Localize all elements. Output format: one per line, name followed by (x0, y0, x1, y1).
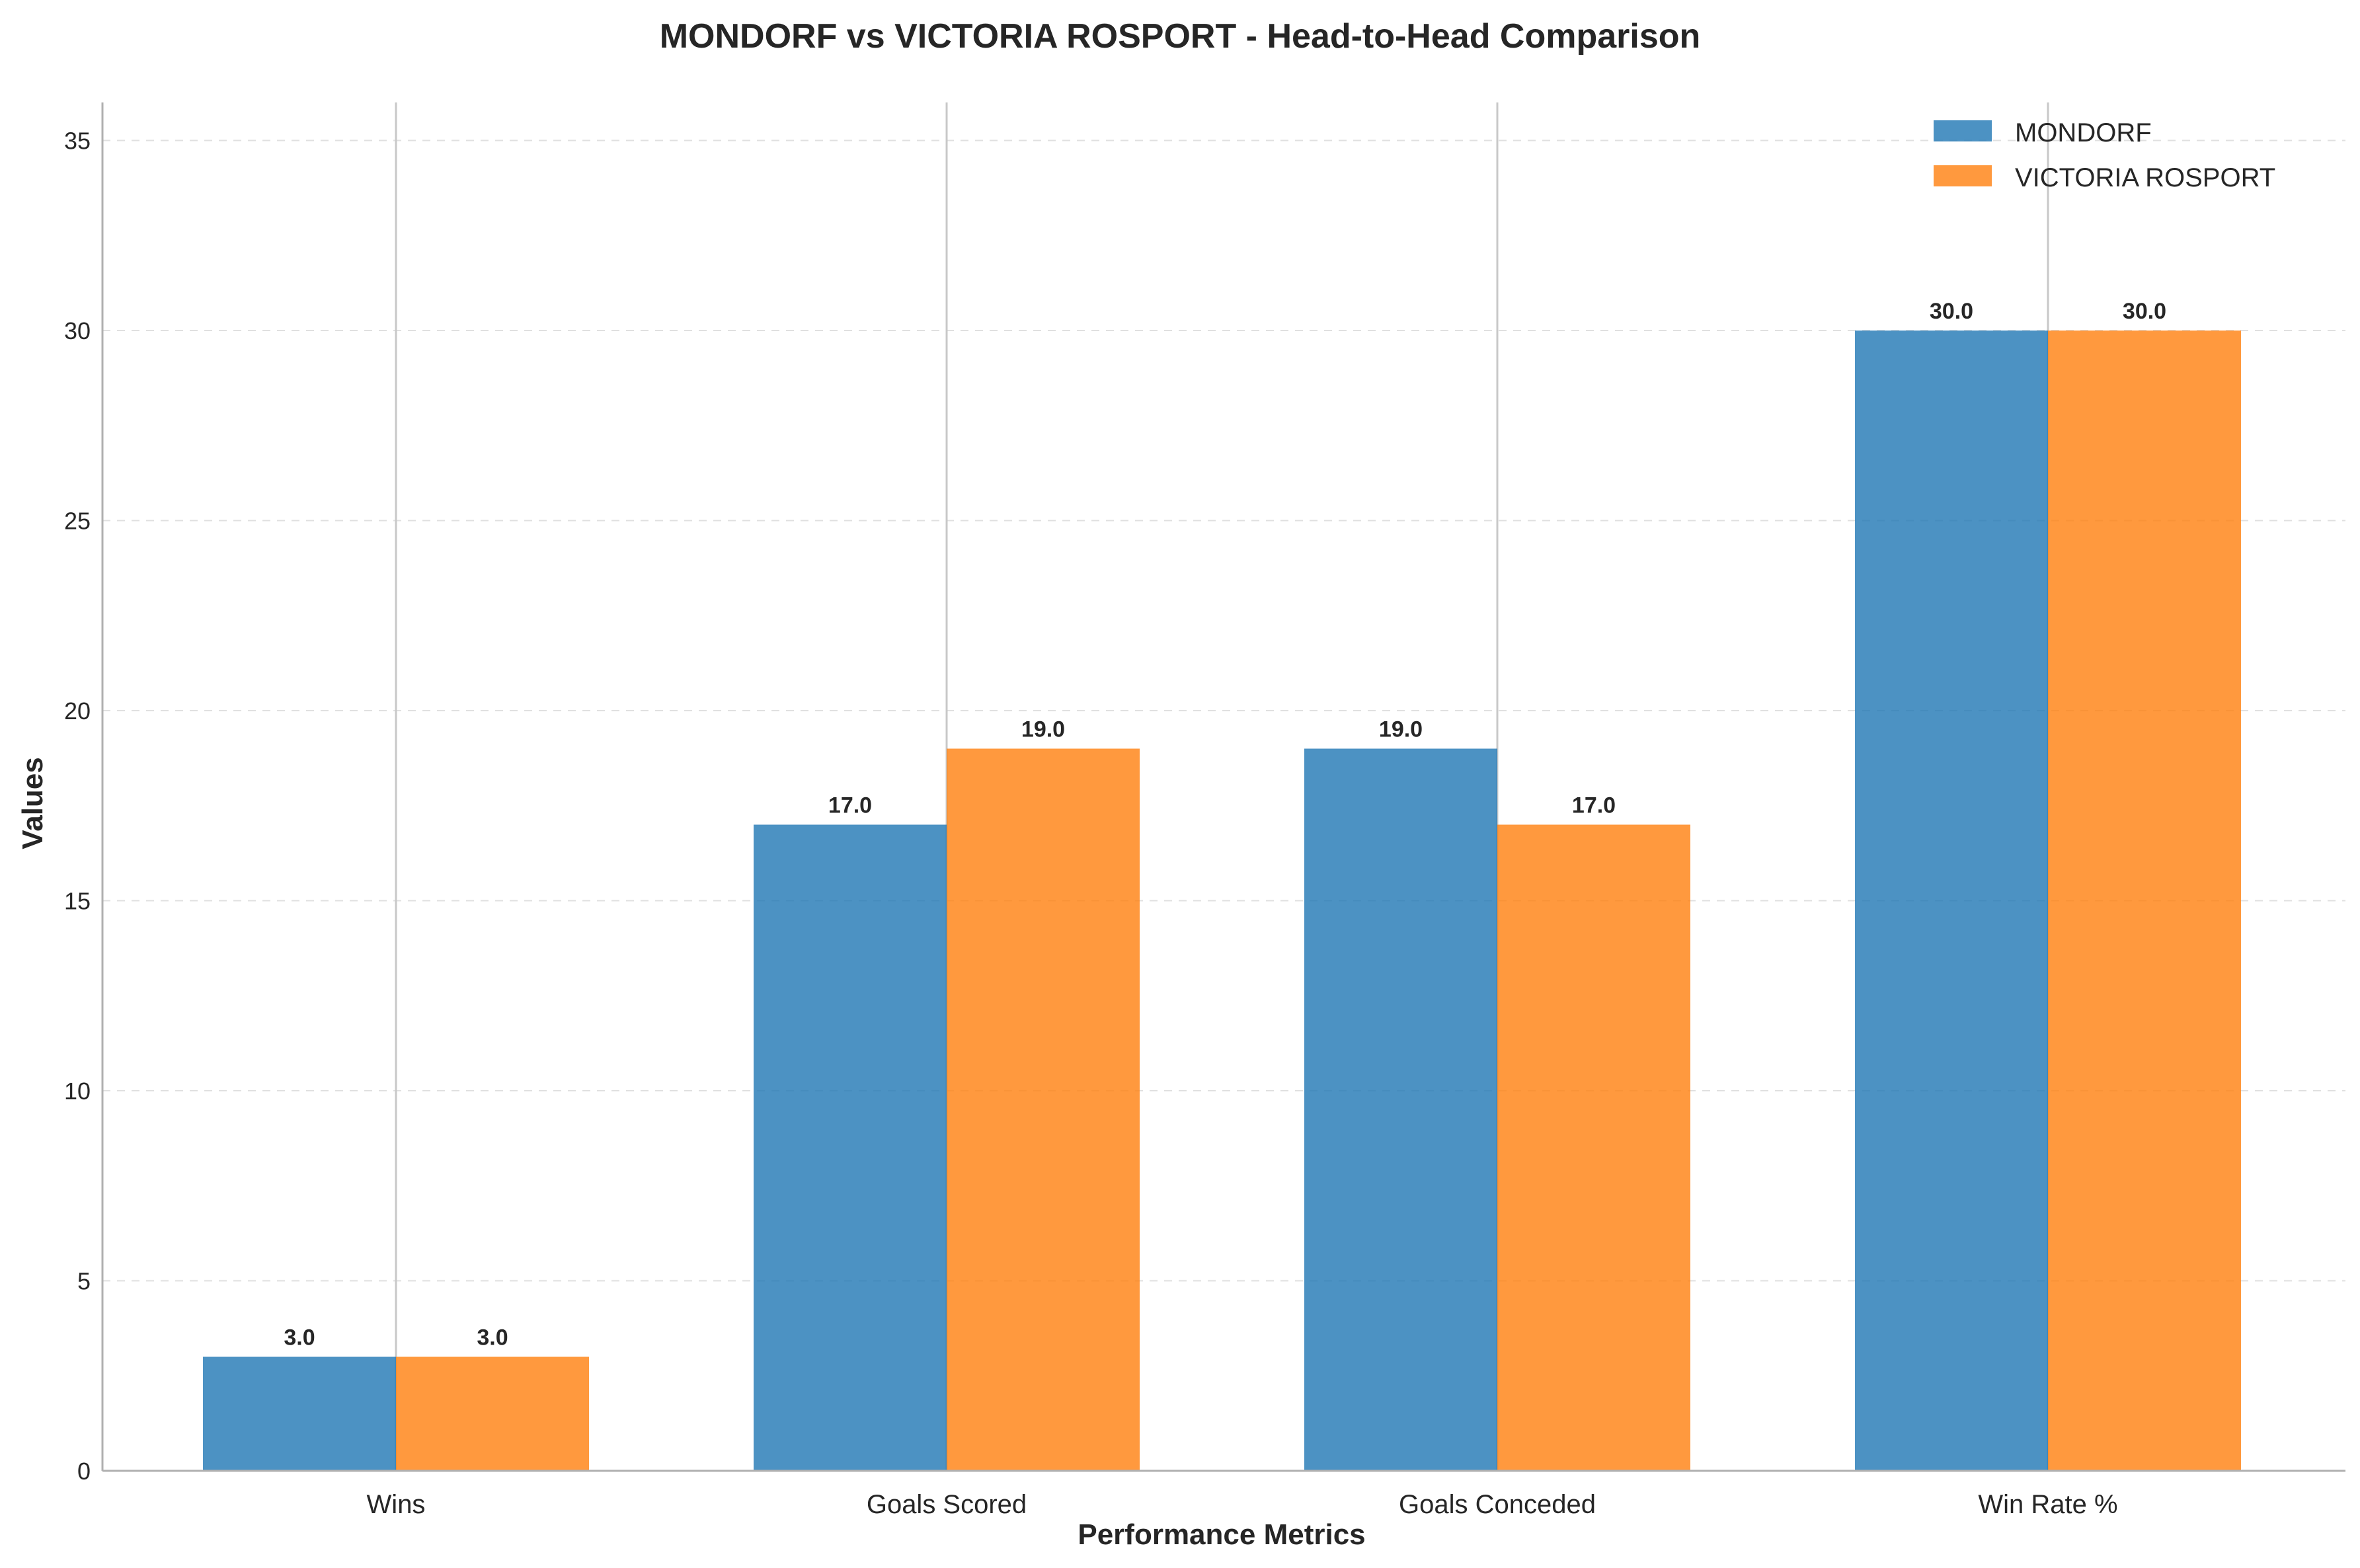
y-tick-label: 15 (64, 888, 91, 915)
bar-mondorf (1855, 331, 2048, 1471)
y-tick-label: 0 (77, 1458, 91, 1485)
legend-label: VICTORIA ROSPORT (2015, 163, 2275, 192)
x-axis-label: Performance Metrics (1078, 1518, 1365, 1551)
category-lines (395, 102, 2049, 1471)
y-axis-label: Values (17, 757, 49, 849)
bars (203, 331, 2241, 1471)
legend-label: MONDORF (2015, 118, 2152, 147)
x-ticks: Wins Goals Scored Goals Conceded Win Rate % (367, 1490, 2118, 1519)
bar-value-label: 17.0 (1572, 793, 1616, 818)
y-ticks: 0 5 10 15 20 25 30 35 (64, 128, 91, 1485)
bar-mondorf (203, 1356, 396, 1471)
bar-victoria-rosport (1497, 824, 1690, 1471)
bar-value-label: 3.0 (477, 1325, 508, 1351)
bar-value-label: 17.0 (828, 793, 872, 818)
bar-mondorf (1304, 748, 1497, 1471)
bar-value-label: 19.0 (1021, 717, 1065, 742)
x-tick-label: Goals Conceded (1399, 1490, 1596, 1519)
bar-value-label: 3.0 (284, 1325, 315, 1351)
bar-victoria-rosport (947, 748, 1140, 1471)
legend: MONDORF VICTORIA ROSPORT (1934, 118, 2275, 192)
axes (101, 102, 2345, 1472)
y-tick-label: 10 (64, 1078, 91, 1105)
x-tick-label: Win Rate % (1978, 1490, 2117, 1519)
legend-swatch (1934, 165, 1992, 186)
bar-value-label: 30.0 (1930, 299, 1973, 324)
y-tick-label: 25 (64, 508, 91, 535)
x-tick-label: Goals Scored (867, 1490, 1027, 1519)
y-tick-label: 30 (64, 317, 91, 344)
chart-title: MONDORF vs VICTORIA ROSPORT - Head-to-He… (660, 17, 1701, 56)
y-tick-label: 20 (64, 697, 91, 725)
bar-value-label: 19.0 (1379, 717, 1423, 742)
legend-swatch (1934, 120, 1992, 141)
bar-victoria-rosport (396, 1356, 589, 1471)
bar-value-label: 30.0 (2123, 299, 2166, 324)
bar-victoria-rosport (2048, 331, 2241, 1471)
x-tick-label: Wins (367, 1490, 426, 1519)
y-tick-label: 5 (77, 1268, 91, 1295)
y-tick-label: 35 (64, 128, 91, 155)
bar-value-labels: 3.0 3.0 17.0 19.0 19.0 17.0 30.0 30.0 (284, 299, 2166, 1351)
bar-mondorf (754, 824, 947, 1471)
